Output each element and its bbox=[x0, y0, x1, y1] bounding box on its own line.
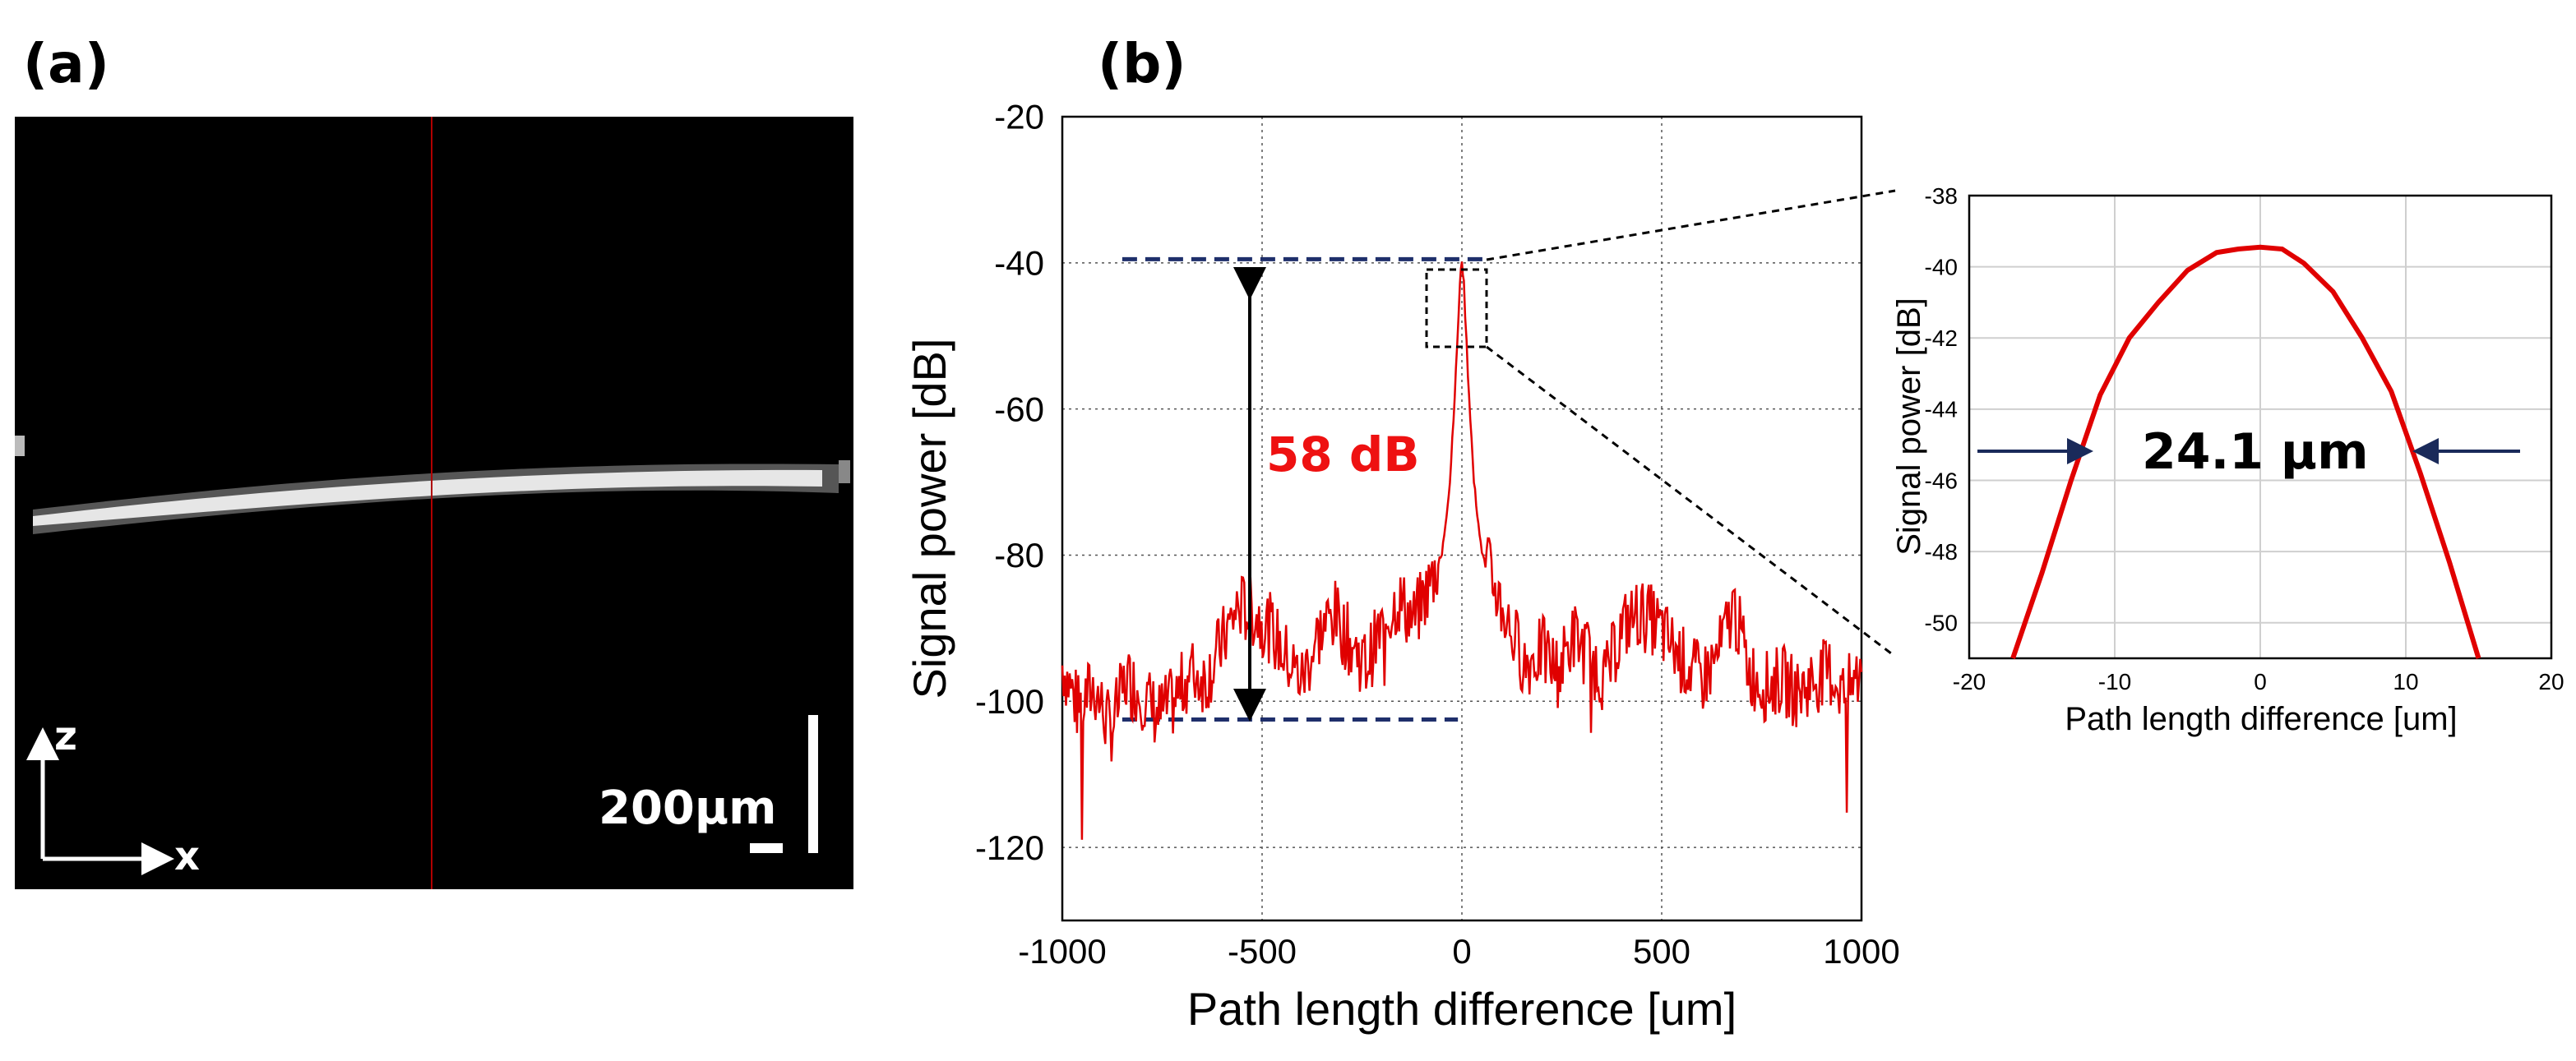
inset-chart: -20 -10 0 10 20 -38 -40 -42 -44 -46 -48 -50 24.1 μm… bbox=[1891, 183, 2564, 737]
inset-grid bbox=[1969, 196, 2551, 658]
x-tick-label: -1000 bbox=[1018, 932, 1106, 971]
y-tick-label: -48 bbox=[1925, 539, 1958, 565]
x-tick-label: 20 bbox=[2538, 669, 2564, 694]
inset-plot-frame bbox=[1968, 194, 2553, 660]
inset-y-axis-label: Signal power [dB] bbox=[1891, 298, 1927, 556]
main-plot-frame bbox=[1061, 115, 1863, 922]
main-signal-line bbox=[1061, 261, 1863, 840]
x-tick-label: 0 bbox=[1452, 932, 1471, 971]
y-tick-label: -80 bbox=[994, 536, 1044, 574]
zoom-connector-bottom bbox=[1486, 345, 1892, 655]
main-x-axis-label: Path length difference [um] bbox=[1187, 983, 1737, 1035]
scale-bar-vertical bbox=[808, 715, 818, 853]
x-tick-label: -20 bbox=[1953, 669, 1986, 694]
main-y-axis-label: Signal power [dB] bbox=[904, 339, 955, 699]
inset-signal-line bbox=[2010, 244, 2481, 659]
x-tick-label: 0 bbox=[2254, 669, 2267, 694]
y-tick-label: -60 bbox=[994, 390, 1044, 428]
main-chart: -1000 -500 0 500 1000 -20 -40 -60 -80 -100 -120 58… bbox=[904, 98, 1900, 1035]
main-grid bbox=[1062, 117, 1861, 920]
y-tick-label: -44 bbox=[1925, 397, 1958, 422]
scale-bar-label: 200μm bbox=[599, 782, 776, 835]
x-tick-label: 500 bbox=[1633, 932, 1690, 971]
y-tick-label: -42 bbox=[1925, 325, 1958, 351]
x-tick-label: -10 bbox=[2098, 669, 2131, 694]
x-tick-label: 10 bbox=[2393, 669, 2418, 694]
y-tick-label: -50 bbox=[1925, 610, 1958, 635]
inset-x-axis-label: Path length difference [um] bbox=[2065, 701, 2457, 737]
oct-image: z x 200μm bbox=[15, 117, 853, 889]
y-tick-label: -100 bbox=[975, 682, 1044, 721]
zoom-connector-top bbox=[1486, 189, 1896, 261]
x-tick-label: 1000 bbox=[1823, 932, 1899, 971]
panel-a-label: (a) bbox=[23, 32, 109, 95]
y-tick-label: -120 bbox=[975, 828, 1044, 867]
fwhm-label: 24.1 μm bbox=[2142, 423, 2369, 481]
y-tick-label: -38 bbox=[1925, 183, 1958, 209]
x-tick-label: -500 bbox=[1228, 932, 1297, 971]
y-tick-label: -20 bbox=[994, 98, 1044, 136]
y-tick-label: -40 bbox=[994, 244, 1044, 283]
dynamic-range-label: 58 dB bbox=[1266, 427, 1420, 482]
scale-bar-horizontal bbox=[750, 843, 783, 853]
y-tick-label: -46 bbox=[1925, 468, 1958, 493]
y-tick-label: -40 bbox=[1925, 254, 1958, 279]
main-ticks: -1000 -500 0 500 1000 -20 -40 -60 -80 -100 -120 bbox=[975, 98, 1900, 971]
panel-b-label: (b) bbox=[1098, 32, 1186, 95]
axis-z-label: z bbox=[54, 713, 77, 759]
axis-x-label: x bbox=[174, 833, 200, 879]
zoom-box bbox=[1425, 268, 1488, 348]
main-guides bbox=[1122, 256, 1487, 722]
inset-ticks: -20 -10 0 10 20 -38 -40 -42 -44 -46 -48 -50 bbox=[1925, 183, 2564, 694]
